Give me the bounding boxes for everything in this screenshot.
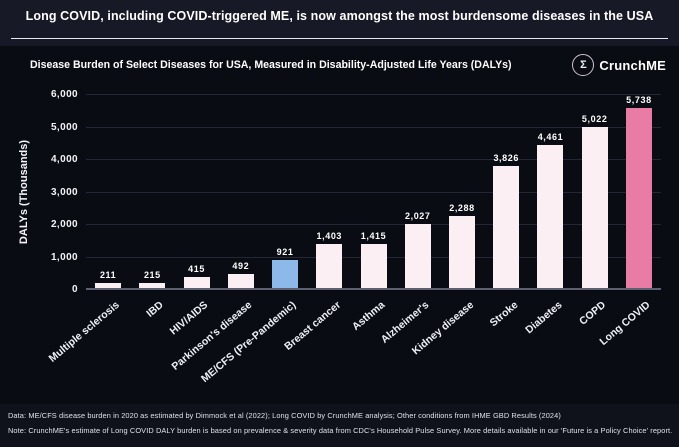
bar-value-label: 415	[188, 263, 205, 274]
gridline	[86, 191, 661, 193]
x-axis-label: IBD	[144, 299, 167, 320]
brand-name: CrunchME	[599, 57, 666, 73]
bar-slot: 4,461 Diabetes	[523, 95, 572, 336]
y-tick-label: 6,000	[50, 89, 78, 100]
bar-breast-cancer	[316, 244, 343, 290]
bar-value-label: 4,461	[537, 132, 564, 143]
footnote-methodology: Note: CrunchME's estimate of Long COVID …	[8, 426, 673, 435]
bar-diabetes	[537, 145, 564, 290]
bar-multiple-sclerosis	[95, 283, 122, 290]
bar-value-label: 2,288	[449, 202, 475, 213]
x-axis-label: Stroke	[487, 299, 520, 330]
headline-underline	[11, 38, 668, 39]
bar-slot: 415 HIV/AIDS	[168, 95, 218, 338]
bar-long-covid	[625, 108, 652, 290]
footnotes: Data: ME/CFS disease burden in 2020 as e…	[0, 404, 679, 447]
bar-value-label: 215	[143, 270, 161, 281]
bar-slot: 921 ME/CFS (Pre-Pandemic)	[199, 95, 307, 385]
bar-me-cfs-pre-pandemic	[272, 260, 299, 290]
sigma-logo-icon: Σ	[572, 54, 595, 76]
y-tick-label: 4,000	[50, 154, 78, 166]
x-axis-label: Diabetes	[522, 299, 565, 337]
x-axis-line	[86, 288, 661, 290]
y-axis: 0 1,000 2,000 3,000 4,000 5,000 6,000	[0, 89, 78, 295]
bar-slot: 5,022 COPD	[573, 95, 617, 328]
bar-value-label: 3,826	[493, 152, 519, 163]
gridline	[86, 224, 661, 226]
bar-ibd	[139, 283, 166, 290]
bar-value-label: 492	[232, 261, 250, 272]
brand-lockup: Σ CrunchME	[572, 54, 666, 76]
bar-parkinson-s-disease	[227, 274, 254, 290]
y-tick-label: 2,000	[50, 219, 78, 231]
bar-slot: 3,826 Stroke	[484, 95, 528, 330]
bar-value-label: 5,738	[626, 95, 652, 105]
y-tick-label: 0	[72, 284, 78, 295]
bar-value-label: 1,415	[360, 231, 387, 242]
bar-slot: 211 Multiple sclerosis	[47, 95, 130, 365]
x-axis-label: HIV/AIDS	[167, 299, 211, 338]
bar-slot: 2,027 Alzheimer's	[379, 95, 440, 346]
y-tick-label: 1,000	[50, 251, 78, 263]
bar-value-label: 5,022	[581, 113, 608, 124]
bar-slot: 5,738 Long COVID	[598, 95, 661, 348]
bar-slot: 2,288 Kidney disease	[409, 95, 484, 358]
bar-stroke	[493, 165, 520, 290]
bar-copd	[581, 126, 608, 290]
x-axis-label: Asthma	[350, 299, 388, 333]
bar-hiv-aids	[183, 276, 210, 290]
bar-alzheimer-s	[404, 224, 431, 290]
headline-text: Long COVID, including COVID-triggered ME…	[25, 9, 654, 23]
bar-slot: 492 Parkinson's disease	[170, 95, 263, 373]
footnote-data-source: Data: ME/CFS disease burden in 2020 as e…	[8, 411, 561, 420]
gridline	[86, 126, 661, 128]
bar-slot: 215 IBD	[130, 95, 174, 320]
bar-value-label: 921	[276, 247, 294, 258]
bar-value-label: 211	[99, 270, 117, 281]
y-tick-label: 3,000	[50, 186, 78, 198]
bar-value-label: 2,027	[404, 211, 431, 222]
chart-title: Disease Burden of Select Diseases for US…	[30, 59, 512, 71]
headline-banner: Long COVID, including COVID-triggered ME…	[0, 0, 679, 46]
bar-asthma	[360, 244, 387, 290]
x-axis-label: Parkinson's disease	[169, 299, 255, 373]
bars-container: 211 Multiple sclerosis 215 IBD 415 HIV/AIDS 49…	[47, 95, 661, 385]
plot-area: 211 Multiple sclerosis 215 IBD 415 HIV/AIDS 49…	[47, 94, 661, 385]
bar-slot: 1,415 Asthma	[350, 95, 395, 333]
gridline	[86, 159, 661, 161]
bar-slot: 1,403 Breast cancer	[282, 95, 351, 352]
bar-value-label: 1,403	[316, 231, 343, 242]
gridline	[86, 94, 661, 95]
bar-kidney-disease	[448, 215, 475, 290]
y-tick-label: 5,000	[50, 121, 78, 133]
x-axis-label: COPD	[577, 299, 609, 328]
chart-card: Disease Burden of Select Diseases for US…	[0, 46, 679, 404]
x-axis-label: Multiple sclerosis	[46, 299, 122, 365]
